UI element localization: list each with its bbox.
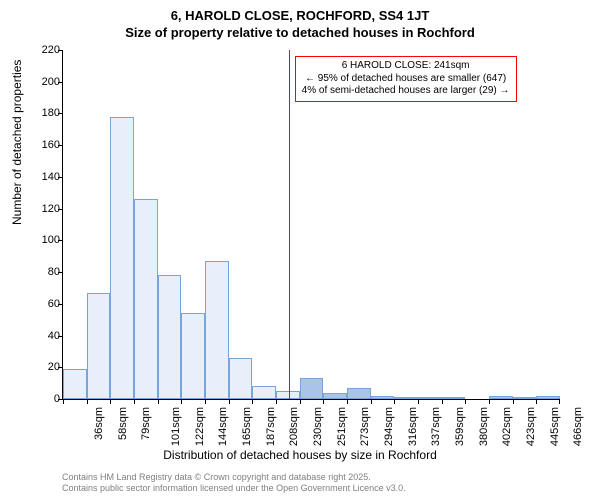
- x-tick-label: 466sqm: [572, 407, 584, 446]
- x-tick-label: 423sqm: [525, 407, 537, 446]
- reference-line: [289, 50, 290, 399]
- histogram-bar: [134, 199, 158, 399]
- footer-line-2: Contains public sector information licen…: [62, 483, 406, 494]
- x-tick-label: 58sqm: [117, 407, 129, 440]
- x-tick-label: 359sqm: [454, 407, 466, 446]
- histogram-bar: [63, 369, 87, 399]
- annotation-box: 6 HAROLD CLOSE: 241sqm← 95% of detached …: [295, 56, 517, 102]
- chart-title-sub: Size of property relative to detached ho…: [0, 25, 600, 40]
- x-axis-label: Distribution of detached houses by size …: [0, 448, 600, 462]
- x-tick-label: 165sqm: [241, 407, 253, 446]
- histogram-bar: [513, 397, 537, 399]
- histogram-bar: [181, 313, 205, 399]
- histogram-bar: [442, 397, 466, 399]
- y-tick-label: 40: [20, 330, 60, 342]
- histogram-bar: [300, 378, 324, 399]
- histogram-bar: [252, 386, 276, 399]
- histogram-bar: [394, 397, 418, 399]
- histogram-bar: [205, 261, 229, 399]
- y-tick-label: 80: [20, 266, 60, 278]
- x-tick-label: 230sqm: [312, 407, 324, 446]
- x-tick-label: 144sqm: [217, 407, 229, 446]
- x-tick-label: 251sqm: [336, 407, 348, 446]
- y-tick-label: 100: [20, 234, 60, 246]
- histogram-bar: [323, 393, 347, 399]
- x-tick-label: 445sqm: [549, 407, 561, 446]
- x-tick-label: 402sqm: [501, 407, 513, 446]
- y-tick-label: 20: [20, 361, 60, 373]
- histogram-bar: [87, 293, 111, 399]
- histogram-bar: [371, 396, 395, 399]
- chart-title-main: 6, HAROLD CLOSE, ROCHFORD, SS4 1JT: [0, 8, 600, 23]
- chart-plot-area: 02040608010012014016018020022036sqm58sqm…: [62, 50, 560, 400]
- footer-line-1: Contains HM Land Registry data © Crown c…: [62, 472, 406, 483]
- x-tick-label: 294sqm: [383, 407, 395, 446]
- chart-footer: Contains HM Land Registry data © Crown c…: [62, 472, 406, 495]
- x-tick-label: 101sqm: [170, 407, 182, 446]
- x-tick-label: 187sqm: [265, 407, 277, 446]
- y-tick-label: 220: [20, 44, 60, 56]
- x-tick-label: 79sqm: [140, 407, 152, 440]
- annotation-line-2: ← 95% of detached houses are smaller (64…: [302, 73, 510, 86]
- histogram-bar: [110, 117, 134, 399]
- x-tick-label: 36sqm: [93, 407, 105, 440]
- annotation-line-3: 4% of semi-detached houses are larger (2…: [302, 85, 510, 98]
- annotation-line-1: 6 HAROLD CLOSE: 241sqm: [302, 60, 510, 73]
- histogram-bar: [229, 358, 253, 399]
- y-tick-label: 0: [20, 393, 60, 405]
- y-tick-label: 180: [20, 107, 60, 119]
- y-tick-label: 140: [20, 171, 60, 183]
- histogram-bar: [536, 396, 560, 399]
- y-tick-label: 120: [20, 203, 60, 215]
- x-tick-label: 337sqm: [430, 407, 442, 446]
- histogram-bar: [489, 396, 513, 399]
- y-tick-label: 200: [20, 76, 60, 88]
- x-tick-label: 122sqm: [194, 407, 206, 446]
- x-tick-label: 380sqm: [478, 407, 490, 446]
- histogram-bar: [418, 397, 442, 399]
- histogram-bar: [158, 275, 182, 399]
- x-tick-label: 208sqm: [288, 407, 300, 446]
- x-tick-label: 273sqm: [359, 407, 371, 446]
- y-tick-label: 60: [20, 298, 60, 310]
- y-tick-label: 160: [20, 139, 60, 151]
- x-tick-label: 316sqm: [407, 407, 419, 446]
- histogram-bar: [347, 388, 371, 399]
